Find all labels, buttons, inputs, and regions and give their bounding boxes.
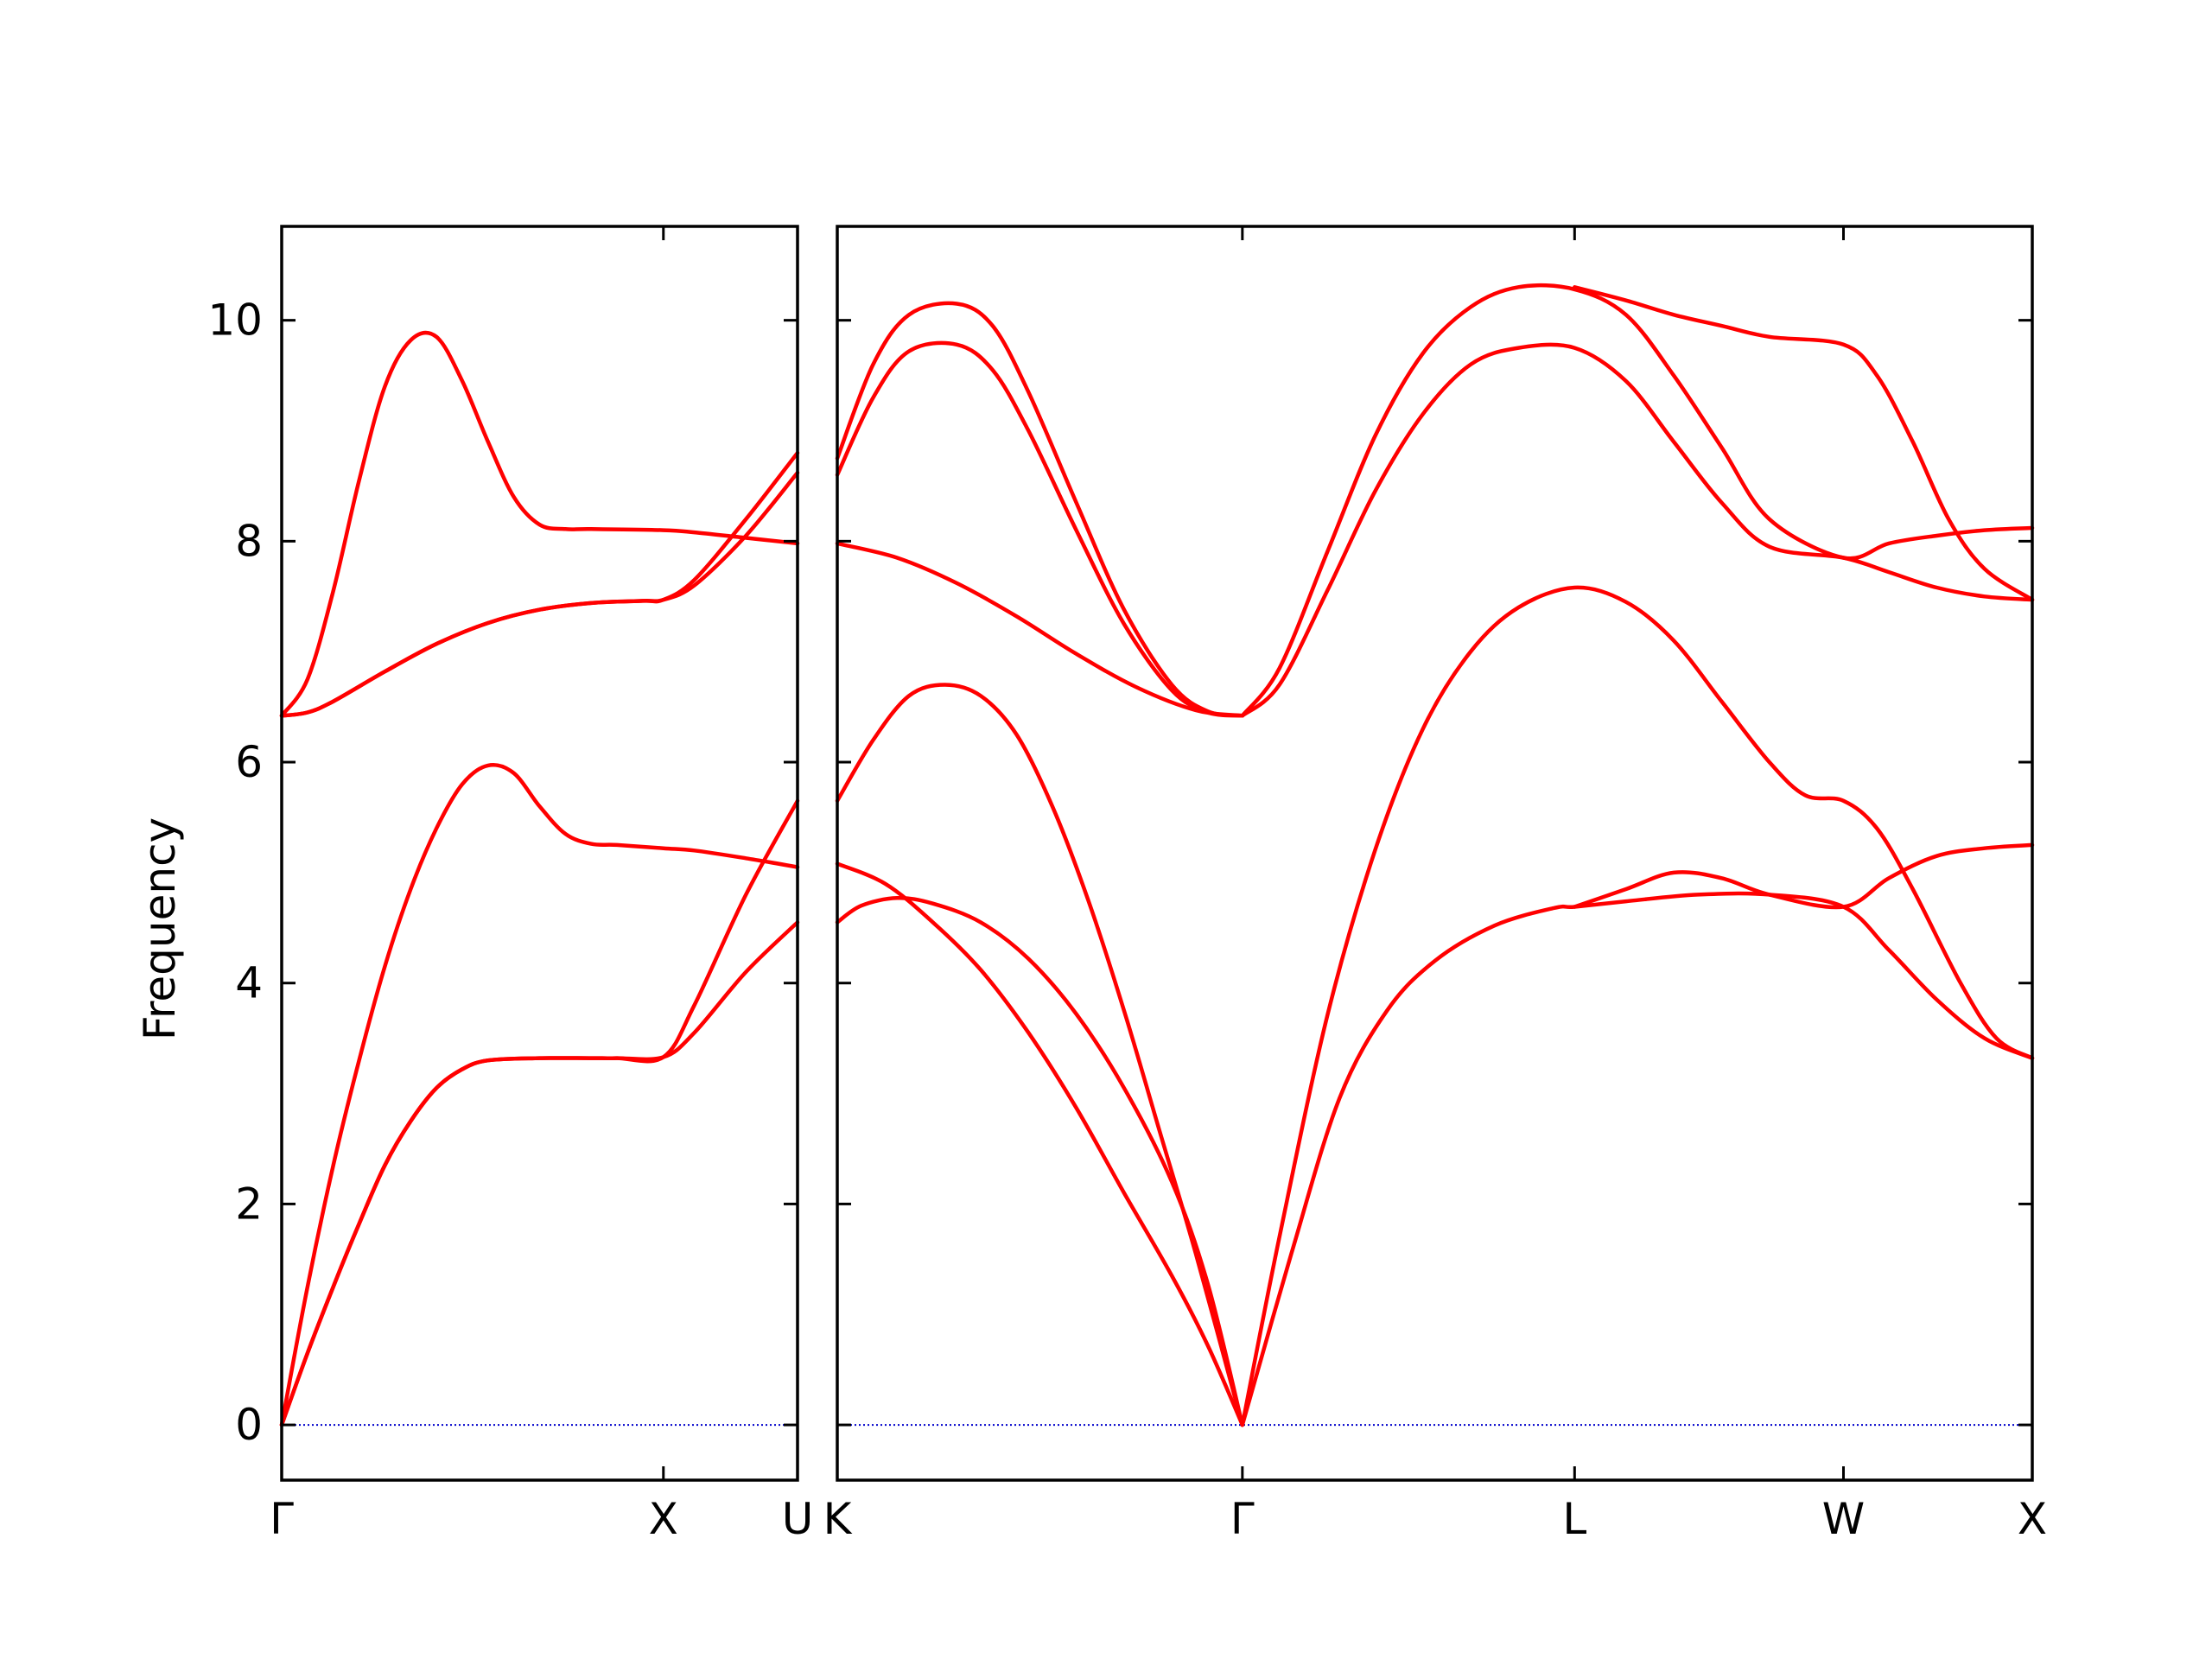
plot-frame <box>280 225 799 1482</box>
y-tick-label: 2 <box>235 1179 263 1229</box>
band-1-6 <box>1240 891 2035 1427</box>
y-tick-label: 4 <box>235 958 263 1008</box>
x-tick-label: L <box>1562 1494 1586 1544</box>
band-1-7 <box>1240 585 2035 1427</box>
band-1-5 <box>835 301 1245 718</box>
x-tick-label: X <box>649 1494 678 1544</box>
y-tick-label: 0 <box>235 1400 263 1450</box>
band-1-4 <box>835 340 1245 718</box>
band-0-3 <box>279 330 800 718</box>
band-0-5 <box>279 450 800 718</box>
band-0-1 <box>279 920 800 1427</box>
x-tick-label: Γ <box>1230 1494 1255 1544</box>
band-0-4 <box>279 470 800 718</box>
band-1-2 <box>835 683 1245 1427</box>
band-1-0 <box>835 895 1245 1427</box>
x-tick-label: U <box>782 1494 814 1544</box>
band-1-1 <box>835 861 1245 1427</box>
band-1-9 <box>1240 342 2035 718</box>
band-1-11 <box>1573 285 2035 602</box>
y-tick-label: 8 <box>235 516 263 566</box>
band-0-2 <box>279 798 800 1427</box>
panel-gamma-x-u: 0 2 4 6 8 10 Γ X U <box>207 225 814 1544</box>
y-tick-label: 6 <box>235 737 263 787</box>
band-1-8 <box>1573 842 2035 910</box>
y-tick-label: 10 <box>207 296 263 346</box>
band-1-3 <box>835 541 1245 718</box>
x-tick-label: Γ <box>270 1494 294 1544</box>
x-tick-label: W <box>1822 1494 1865 1544</box>
x-tick-label: X <box>2018 1494 2047 1544</box>
band-0-0 <box>279 763 800 1427</box>
band-1-10 <box>1240 283 2035 718</box>
y-axis-label: Frequency <box>135 817 185 1040</box>
x-tick-label: K <box>823 1494 853 1544</box>
plot-frame <box>836 225 2034 1482</box>
